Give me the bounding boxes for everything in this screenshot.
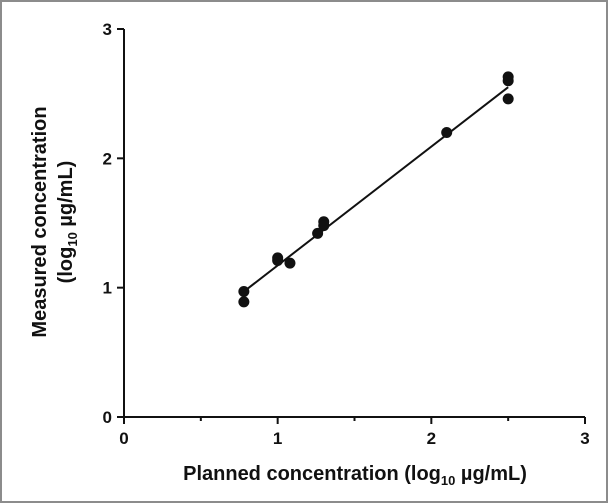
x-tick-label: 2: [427, 429, 436, 448]
data-point: [284, 257, 296, 269]
data-point: [238, 286, 250, 298]
y-tick-label: 2: [103, 149, 112, 168]
axes: [123, 29, 585, 418]
data-point: [238, 296, 250, 308]
y-axis-title-line1: Measured concentration: [29, 106, 51, 337]
y-axis-title-group: Measured concentration (log10 µg/mL): [29, 106, 80, 337]
data-point: [312, 227, 324, 239]
data-point: [502, 75, 514, 87]
x-tick-label: 0: [119, 429, 128, 448]
data-point: [318, 220, 330, 232]
x-axis-title: Planned concentration (log10 µg/mL): [183, 463, 527, 488]
x-ticks: 0 1 2 3: [119, 417, 590, 448]
y-ticks: 0 1 2 3: [103, 20, 124, 427]
data-point: [272, 255, 284, 267]
y-tick-label: 3: [103, 20, 112, 39]
y-tick-label: 1: [103, 279, 112, 298]
y-tick-label: 0: [103, 408, 112, 427]
y-axis-title-line2: (log10 µg/mL): [55, 161, 80, 284]
data-point: [441, 126, 453, 138]
data-points: [238, 71, 514, 308]
x-tick-label: 1: [273, 429, 282, 448]
data-point: [502, 93, 514, 105]
regression-line: [243, 86, 509, 293]
x-tick-label: 3: [580, 429, 589, 448]
